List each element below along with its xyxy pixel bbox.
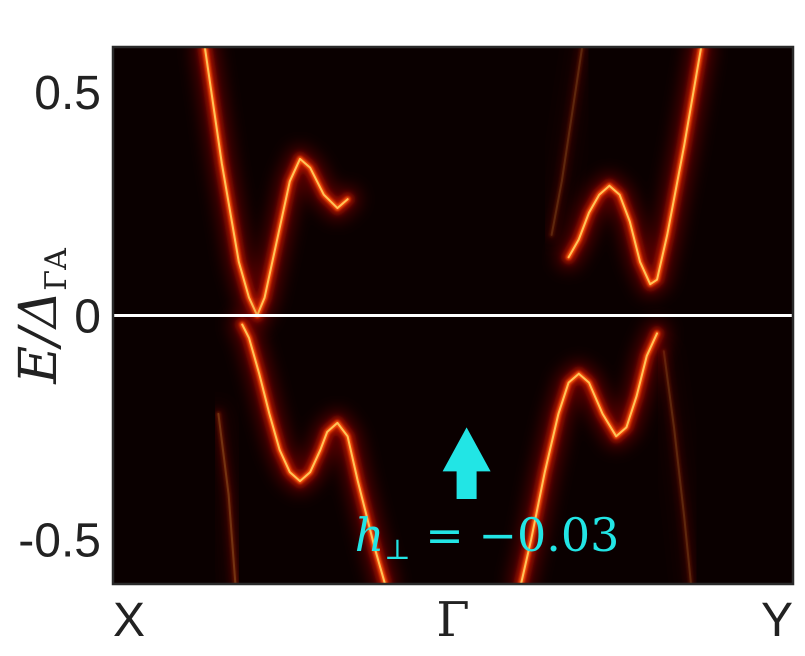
field-label-main: h (355, 508, 385, 562)
y-axis-label-subscript: ΓA (39, 248, 74, 291)
band-1-stroke-3 (241, 323, 386, 584)
y-axis-label-main: E/Δ (9, 291, 69, 385)
x-tick-label-2: Y (761, 594, 793, 647)
field-annotation: h⊥ = −0.03 (355, 427, 620, 566)
band-3-stroke-3 (567, 47, 703, 286)
spectral-bands (191, 47, 715, 584)
field-annotation-label: h⊥ = −0.03 (355, 508, 620, 566)
field-label-subscript: ⊥ (384, 533, 410, 566)
ghost-band-2 (650, 338, 704, 584)
y-tick-label-2: -0.5 (18, 514, 101, 567)
ghost-band-1-stroke-3 (550, 47, 584, 236)
x-tick-label-1: Γ (436, 592, 469, 648)
up-arrow-icon (442, 427, 491, 499)
band-2-stroke-3 (520, 332, 658, 584)
x-tick-label-0: X (113, 594, 145, 647)
ghost-band-0-stroke-3 (217, 412, 237, 584)
band-0 (191, 47, 361, 329)
y-tick-label-1: 0 (74, 291, 101, 344)
ghost-band-2-stroke-3 (662, 350, 692, 584)
ghost-band-1-stroke-2 (549, 47, 585, 238)
band-2 (508, 320, 670, 584)
ghost-band-1 (538, 47, 596, 248)
band-3 (555, 47, 715, 298)
field-label-value: = −0.03 (411, 508, 620, 562)
y-axis-ticks: 0.5 0 -0.5 (18, 67, 101, 568)
y-tick-label-0: 0.5 (34, 67, 101, 120)
plot-frame (111, 45, 795, 586)
band-0-stroke-3 (203, 47, 349, 317)
y-axis-label: E/ΔΓA (9, 248, 74, 385)
ghost-band-2-stroke-2 (661, 348, 694, 584)
ghost-band-0 (205, 400, 249, 584)
band-1 (229, 311, 398, 584)
ghost-band-0-stroke-2 (215, 411, 238, 584)
